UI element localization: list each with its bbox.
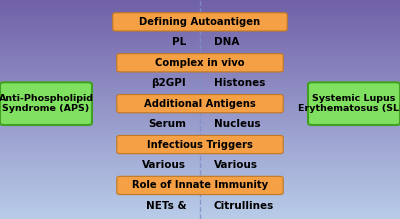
- Text: Citrullines: Citrullines: [214, 201, 274, 211]
- Text: PL: PL: [172, 37, 186, 47]
- Text: Anti-Phospholipid
Syndrome (APS): Anti-Phospholipid Syndrome (APS): [0, 94, 94, 113]
- Text: Serum: Serum: [148, 119, 186, 129]
- FancyBboxPatch shape: [117, 54, 283, 72]
- Text: Various: Various: [214, 160, 258, 170]
- FancyBboxPatch shape: [117, 95, 283, 113]
- Text: Various: Various: [142, 160, 186, 170]
- Text: Complex in vivo: Complex in vivo: [155, 58, 245, 68]
- Text: NETs &: NETs &: [146, 201, 186, 211]
- Text: β2GPI: β2GPI: [151, 78, 186, 88]
- Text: Role of Innate Immunity: Role of Innate Immunity: [132, 180, 268, 190]
- Text: Infectious Triggers: Infectious Triggers: [147, 140, 253, 150]
- FancyBboxPatch shape: [308, 82, 400, 125]
- Text: Systemic Lupus
Erythematosus (SLE): Systemic Lupus Erythematosus (SLE): [298, 94, 400, 113]
- FancyBboxPatch shape: [113, 13, 287, 31]
- Text: Defining Autoantigen: Defining Autoantigen: [140, 17, 260, 27]
- Text: Histones: Histones: [214, 78, 265, 88]
- FancyBboxPatch shape: [0, 82, 92, 125]
- FancyBboxPatch shape: [117, 135, 283, 154]
- Text: Additional Antigens: Additional Antigens: [144, 99, 256, 109]
- FancyBboxPatch shape: [117, 176, 283, 194]
- Text: Nucleus: Nucleus: [214, 119, 261, 129]
- Text: DNA: DNA: [214, 37, 239, 47]
